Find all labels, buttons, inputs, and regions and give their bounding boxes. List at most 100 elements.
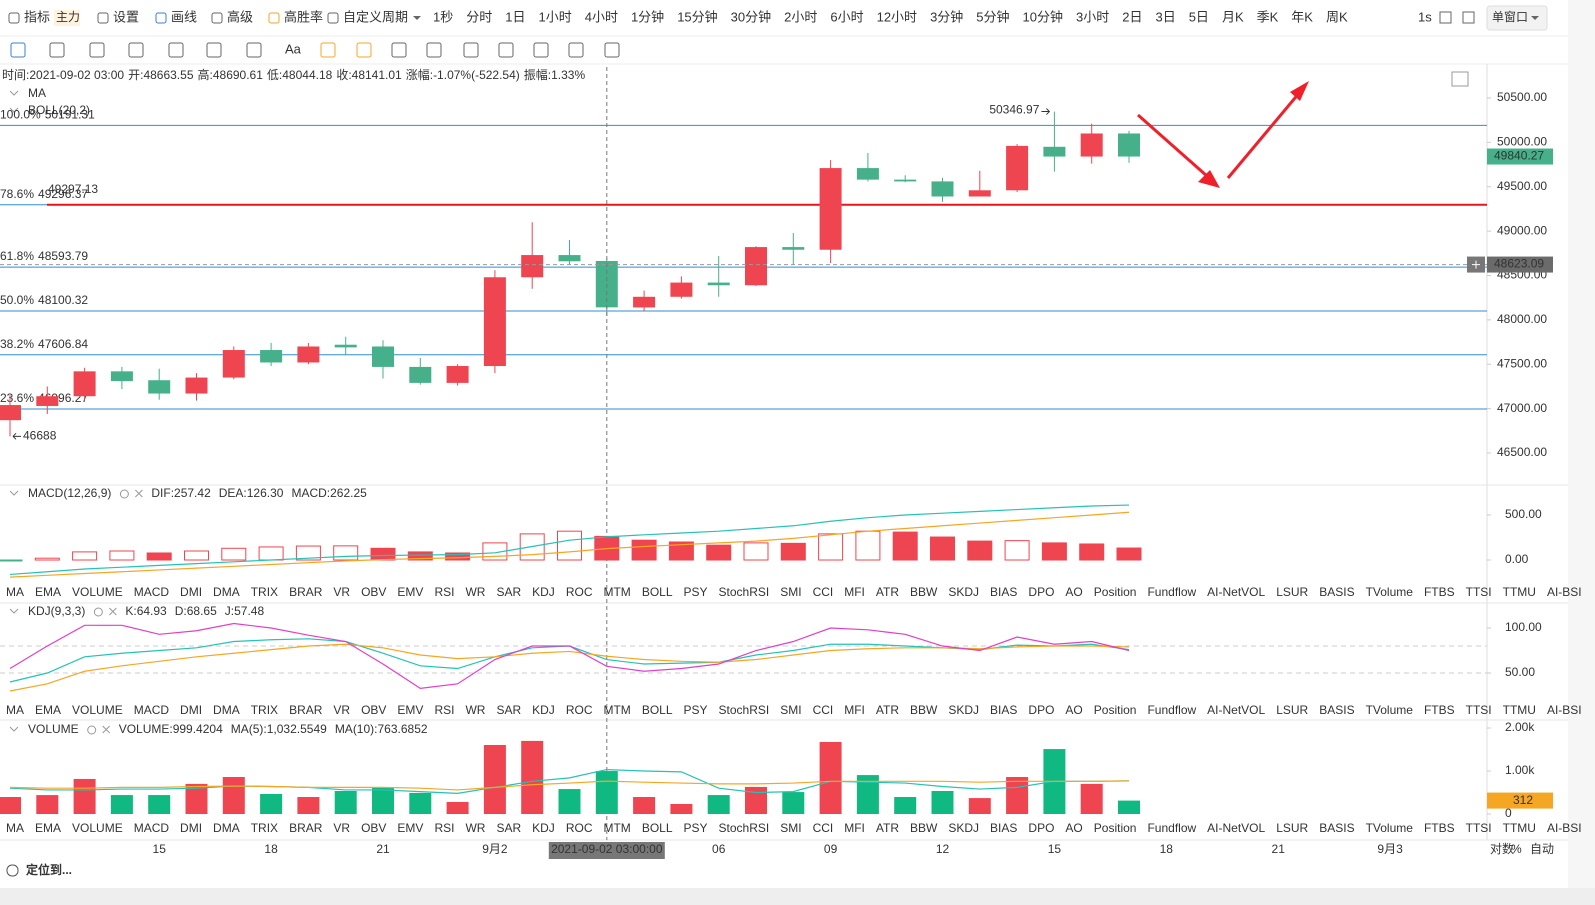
- indicator-tab[interactable]: EMV: [397, 585, 423, 599]
- period[interactable]: 3分钟: [930, 9, 963, 24]
- close-icon[interactable]: [135, 489, 143, 498]
- draw-tool-icon[interactable]: [128, 42, 144, 58]
- indicator-tab[interactable]: BBW: [910, 585, 938, 599]
- indicator-tab[interactable]: VOLUME: [72, 703, 123, 717]
- period[interactable]: 周K: [1326, 9, 1348, 24]
- indicator-tab[interactable]: LSUR: [1276, 821, 1308, 835]
- indicator-tab[interactable]: DMI: [180, 585, 202, 599]
- indicator-tab[interactable]: StochRSI: [719, 821, 770, 835]
- period[interactable]: 15分钟: [677, 9, 717, 24]
- indicator-tab[interactable]: SMI: [780, 585, 801, 599]
- indicator-tab[interactable]: OBV: [361, 703, 386, 717]
- draw-tool-icon[interactable]: [89, 42, 105, 58]
- toolbar-item[interactable]: 设置: [113, 9, 139, 24]
- indicator-tab[interactable]: MA: [6, 585, 24, 599]
- settings-icon[interactable]: [87, 725, 97, 735]
- draw-tool-icon[interactable]: [568, 42, 584, 58]
- indicator-tab[interactable]: BASIS: [1319, 585, 1354, 599]
- draw-tool-icon[interactable]: [391, 42, 407, 58]
- indicator-tab[interactable]: MTM: [603, 585, 630, 599]
- indicator-tab[interactable]: OBV: [361, 585, 386, 599]
- toolbar-item[interactable]: 高胜率: [284, 9, 323, 24]
- indicator-tab[interactable]: AI-NetVOL: [1207, 585, 1265, 599]
- indicator-tab[interactable]: Fundflow: [1147, 585, 1196, 599]
- toolbar-item[interactable]: 指标: [24, 9, 50, 24]
- indicator-tab[interactable]: BIAS: [990, 821, 1017, 835]
- indicator-tab[interactable]: AI-NetVOL: [1207, 703, 1265, 717]
- period[interactable]: 1秒: [433, 9, 453, 24]
- indicator-tab[interactable]: StochRSI: [719, 585, 770, 599]
- period[interactable]: 1分钟: [631, 9, 664, 24]
- indicator-tab[interactable]: SAR: [496, 585, 521, 599]
- indicator-tab[interactable]: DPO: [1028, 821, 1054, 835]
- indicator-tab[interactable]: AI-NetVOL: [1207, 821, 1265, 835]
- period[interactable]: 12小时: [877, 9, 917, 24]
- indicator-tab[interactable]: FTBS: [1424, 821, 1455, 835]
- indicator-tab[interactable]: BBW: [910, 821, 938, 835]
- indicator-tab[interactable]: ATR: [876, 821, 899, 835]
- period[interactable]: 2小时: [784, 9, 817, 24]
- indicator-tab[interactable]: RSI: [434, 821, 454, 835]
- period[interactable]: 3小时: [1076, 9, 1109, 24]
- indicator-tab[interactable]: BOLL: [642, 703, 673, 717]
- indicator-tab[interactable]: Fundflow: [1147, 821, 1196, 835]
- indicator-tab[interactable]: StochRSI: [719, 703, 770, 717]
- indicator-tab[interactable]: TTSI: [1466, 821, 1492, 835]
- indicator-tab[interactable]: BBW: [910, 703, 938, 717]
- draw-tool-icon[interactable]: [604, 42, 620, 58]
- indicator-tab[interactable]: AI-BSI: [1547, 821, 1582, 835]
- indicator-tab[interactable]: AI-BSI: [1547, 703, 1582, 717]
- period[interactable]: 30分钟: [731, 9, 771, 24]
- period[interactable]: 月K: [1222, 9, 1244, 24]
- indicator-tab[interactable]: MTM: [603, 703, 630, 717]
- indicator-tab[interactable]: FTBS: [1424, 585, 1455, 599]
- indicator-tab[interactable]: BOLL: [642, 585, 673, 599]
- indicator-tab[interactable]: MACD: [134, 585, 170, 599]
- indicator-tab[interactable]: BRAR: [289, 585, 323, 599]
- draw-tool-icon[interactable]: [320, 42, 336, 58]
- indicator-tab[interactable]: BIAS: [990, 585, 1017, 599]
- indicator-tab[interactable]: BASIS: [1319, 821, 1354, 835]
- indicator-tab[interactable]: MFI: [844, 585, 865, 599]
- draw-tool-icon[interactable]: [49, 42, 65, 58]
- close-icon[interactable]: [102, 725, 111, 734]
- indicator-tab[interactable]: DMI: [180, 821, 202, 835]
- indicator-tab[interactable]: LSUR: [1276, 703, 1308, 717]
- toolbar-item[interactable]: 自定义周期: [343, 9, 408, 24]
- indicator-tab[interactable]: BRAR: [289, 821, 323, 835]
- indicator-tab[interactable]: SKDJ: [948, 821, 979, 835]
- indicator-tab[interactable]: MFI: [844, 821, 865, 835]
- indicator-tab[interactable]: TTMU: [1503, 703, 1536, 717]
- indicator-tab[interactable]: Position: [1094, 703, 1137, 717]
- indicator-tab[interactable]: AI-BSI: [1547, 585, 1582, 599]
- indicator-tab[interactable]: SMI: [780, 821, 801, 835]
- indicator-tab[interactable]: CCI: [813, 585, 834, 599]
- indicator-tab[interactable]: TTMU: [1503, 585, 1536, 599]
- period[interactable]: 1小时: [538, 9, 571, 24]
- indicator-tab[interactable]: PSY: [684, 585, 708, 599]
- axis-mode[interactable]: 自动: [1530, 842, 1554, 856]
- draw-tool-icon[interactable]: [356, 42, 372, 58]
- indicator-tab[interactable]: AO: [1065, 703, 1082, 717]
- indicator-tab[interactable]: DPO: [1028, 585, 1054, 599]
- indicator-tab[interactable]: Position: [1094, 585, 1137, 599]
- indicator-tab[interactable]: MA: [6, 821, 24, 835]
- indicator-tab[interactable]: FTBS: [1424, 703, 1455, 717]
- indicator-tab[interactable]: EMA: [35, 821, 61, 835]
- indicator-tab[interactable]: ROC: [566, 585, 593, 599]
- indicator-tab[interactable]: MTM: [603, 821, 630, 835]
- indicator-tab[interactable]: BRAR: [289, 703, 323, 717]
- indicator-tab[interactable]: PSY: [684, 821, 708, 835]
- draw-tool-icon[interactable]: [426, 42, 442, 58]
- period[interactable]: 年K: [1291, 9, 1313, 24]
- indicator-tab[interactable]: SAR: [496, 821, 521, 835]
- indicator-tab[interactable]: CCI: [813, 703, 834, 717]
- close-icon[interactable]: [109, 607, 117, 616]
- indicator-tab[interactable]: TRIX: [251, 585, 278, 599]
- indicator-tab[interactable]: DMI: [180, 703, 202, 717]
- period[interactable]: 分时: [466, 9, 492, 24]
- indicator-tab[interactable]: LSUR: [1276, 585, 1308, 599]
- indicator-tab[interactable]: OBV: [361, 821, 386, 835]
- indicator-tab[interactable]: RSI: [434, 585, 454, 599]
- indicator-tab[interactable]: WR: [465, 585, 485, 599]
